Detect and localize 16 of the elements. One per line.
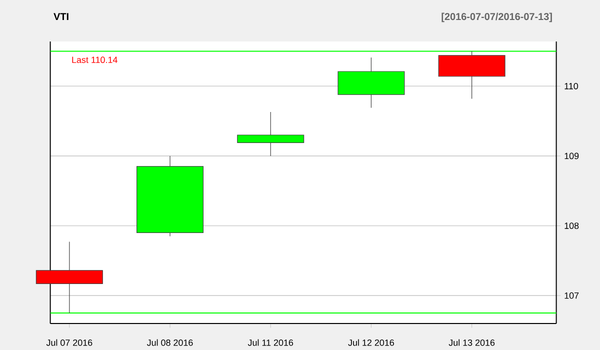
- x-tick-label: Jul 11 2016: [248, 339, 294, 346]
- candlestick: [136, 156, 204, 237]
- x-tick-label: Jul 08 2016: [146, 339, 193, 346]
- x-tick-label: Jul 12 2016: [348, 339, 394, 346]
- chart-subtitle: [2016-07-07/2016-07-13]: [442, 12, 552, 22]
- y-tick-label: 107: [564, 292, 579, 299]
- x-tick-label: Jul 07 2016: [46, 339, 92, 346]
- chart-title: VTI: [54, 13, 68, 20]
- y-tick-label: 110: [564, 82, 578, 90]
- candlestick: [237, 112, 304, 156]
- candlestick: [36, 242, 103, 314]
- candlestick: [338, 57, 405, 108]
- annotation: Last 110.14: [72, 56, 118, 64]
- y-tick-label: 108: [564, 222, 579, 229]
- x-tick-label: Jul 13 2016: [448, 339, 495, 346]
- y-tick-label: 109: [564, 152, 579, 160]
